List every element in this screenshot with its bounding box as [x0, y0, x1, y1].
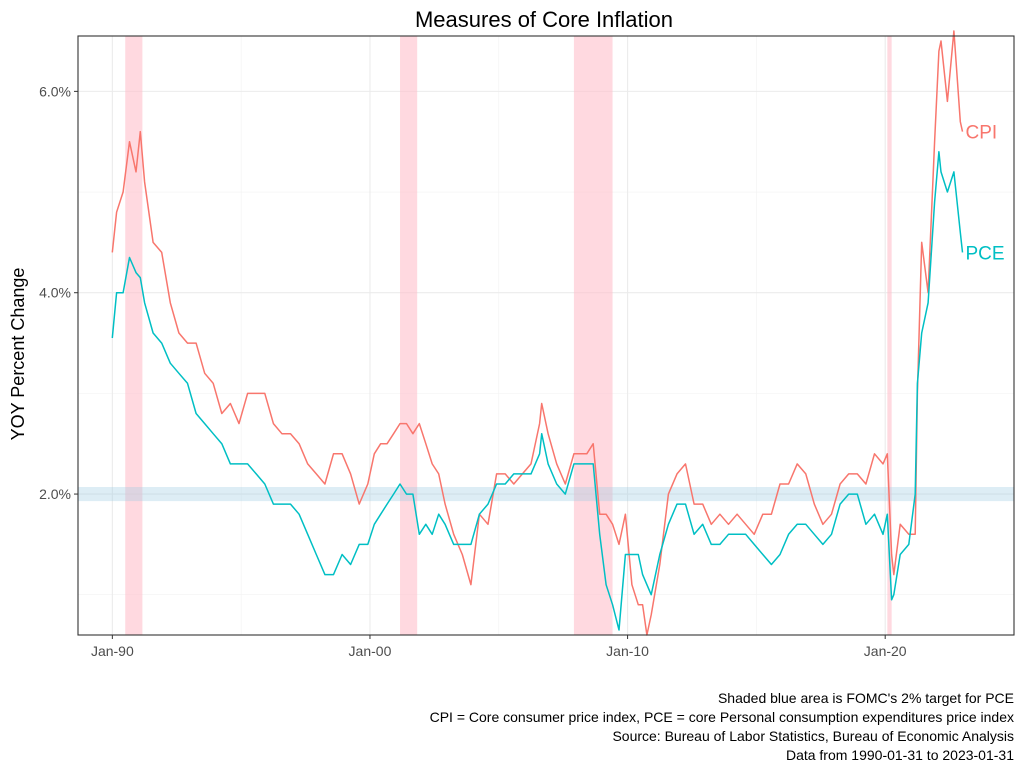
series-line-cpi: [111, 30, 964, 636]
recession-band: [125, 36, 143, 635]
caption-line-3: Source: Bureau of Labor Statistics, Bure…: [612, 728, 1014, 744]
recession-band: [573, 36, 613, 635]
caption: Shaded blue area is FOMC's 2% target for…: [430, 690, 1015, 763]
x-tick-label: Jan-90: [91, 643, 134, 659]
series-label-cpi: CPI: [965, 123, 997, 144]
y-tick-label: 4.0%: [39, 285, 71, 301]
x-tick-label: Jan-00: [349, 643, 392, 659]
recession-band: [887, 36, 892, 635]
y-tick-label: 2.0%: [39, 486, 71, 502]
chart-title: Measures of Core Inflation: [415, 7, 673, 32]
caption-line-2: CPI = Core consumer price index, PCE = c…: [430, 709, 1014, 725]
caption-line-1: Shaded blue area is FOMC's 2% target for…: [718, 690, 1014, 706]
series-line-pce: [111, 151, 964, 631]
caption-line-4: Data from 1990-01-31 to 2023-01-31: [786, 747, 1014, 763]
recession-band: [400, 36, 418, 635]
x-tick-label: Jan-10: [606, 643, 649, 659]
y-tick-label: 6.0%: [39, 83, 71, 99]
plot-border: [77, 35, 1015, 636]
series-label-pce: PCE: [965, 243, 1004, 264]
plot-area: CPI PCE 2.0% 4.0% 6.0% Jan-90 Jan-00 Jan-10 Jan-…: [39, 30, 1015, 659]
x-tick-label: Jan-20: [864, 643, 907, 659]
y-axis-title: YOY Percent Change: [8, 268, 28, 441]
plot-panel: [78, 36, 1014, 635]
fomc-target-band: [78, 487, 1014, 502]
